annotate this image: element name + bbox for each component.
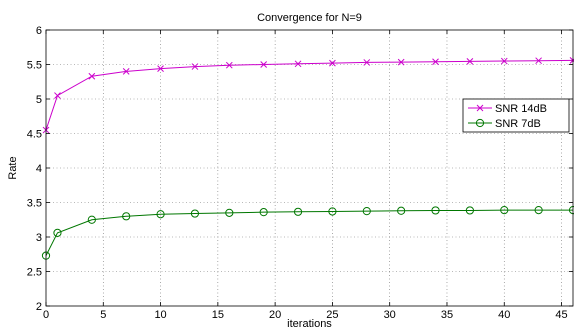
- y-tick-label: 3: [36, 232, 42, 244]
- data-point-snr-14db: [363, 59, 371, 66]
- legend-label: SNR 14dB: [495, 103, 547, 115]
- data-point-snr-7db: [500, 205, 509, 215]
- data-point-snr-14db: [294, 60, 302, 68]
- x-tick-label: 30: [384, 309, 396, 321]
- y-tick-label: 6: [36, 25, 42, 37]
- series-layer: [41, 57, 574, 260]
- data-point-snr-14db: [157, 65, 164, 72]
- grid: [46, 30, 573, 306]
- x-tick-label: 45: [555, 309, 567, 321]
- data-point-snr-7db: [397, 206, 406, 215]
- y-tick-label: 4.5: [27, 129, 42, 141]
- data-point-snr-14db: [535, 57, 542, 65]
- data-point-snr-7db: [362, 207, 371, 216]
- x-tick-label: 5: [100, 309, 106, 321]
- data-point-snr-14db: [432, 58, 439, 66]
- data-point-snr-14db: [54, 92, 61, 99]
- legend-marker: [476, 104, 484, 112]
- data-point-snr-14db: [397, 58, 405, 66]
- data-point-snr-7db: [534, 205, 543, 215]
- legend-label: SNR 7dB: [495, 118, 541, 130]
- data-point-snr-14db: [225, 61, 233, 69]
- data-point-snr-7db: [53, 228, 62, 237]
- legend: SNR 14dB SNR 7dB: [462, 98, 570, 133]
- data-point-snr-7db: [190, 209, 200, 218]
- chart-title: Convergence for N=9: [257, 12, 362, 24]
- data-point-snr-7db: [225, 208, 234, 217]
- x-tick-label: 0: [43, 309, 49, 321]
- legend-marker: [475, 118, 485, 128]
- data-point-snr-7db: [87, 215, 96, 224]
- data-point-snr-7db: [259, 208, 268, 217]
- data-point-snr-7db: [122, 212, 131, 221]
- y-axis-title: Rate: [7, 156, 19, 179]
- y-tick-label: 2: [36, 301, 42, 313]
- x-tick-label: 35: [441, 309, 453, 321]
- series-snr-14db: [42, 57, 574, 134]
- data-point-snr-14db: [466, 58, 474, 65]
- y-tick-label: 5: [36, 94, 42, 106]
- y-tick-label: 3.5: [27, 198, 42, 210]
- x-tick-label: 25: [326, 309, 338, 321]
- y-tick-label: 5.5: [27, 60, 42, 72]
- x-tick-label: 20: [269, 309, 281, 321]
- legend-item-snr-14db: SNR 14dB: [468, 103, 547, 115]
- y-tick-label: 4: [36, 163, 42, 175]
- data-point-snr-14db: [122, 68, 130, 75]
- data-point-snr-7db: [328, 207, 337, 216]
- data-point-snr-14db: [191, 63, 199, 70]
- data-point-snr-7db: [156, 210, 165, 219]
- data-point-snr-14db: [500, 57, 508, 65]
- legend-item-snr-7db: SNR 7dB: [468, 118, 541, 130]
- data-point-snr-7db: [465, 206, 474, 215]
- ticks: 0 5 10 15 20 25 30 35 40 45 2 2.5 3 3.5 4 4.5 5 5.5 6: [27, 25, 573, 321]
- x-tick-label: 40: [498, 309, 510, 321]
- series-line-snr-7db: [45, 209, 573, 256]
- x-tick-label: 15: [212, 309, 224, 321]
- y-tick-label: 2.5: [27, 267, 42, 279]
- data-point-snr-14db: [329, 59, 336, 67]
- x-tick-label: 10: [154, 309, 166, 321]
- data-point-snr-14db: [260, 61, 268, 68]
- data-point-snr-14db: [88, 72, 96, 80]
- data-point-snr-7db: [293, 207, 303, 216]
- data-point-snr-7db: [431, 206, 440, 215]
- x-axis-title: iterations: [287, 318, 332, 329]
